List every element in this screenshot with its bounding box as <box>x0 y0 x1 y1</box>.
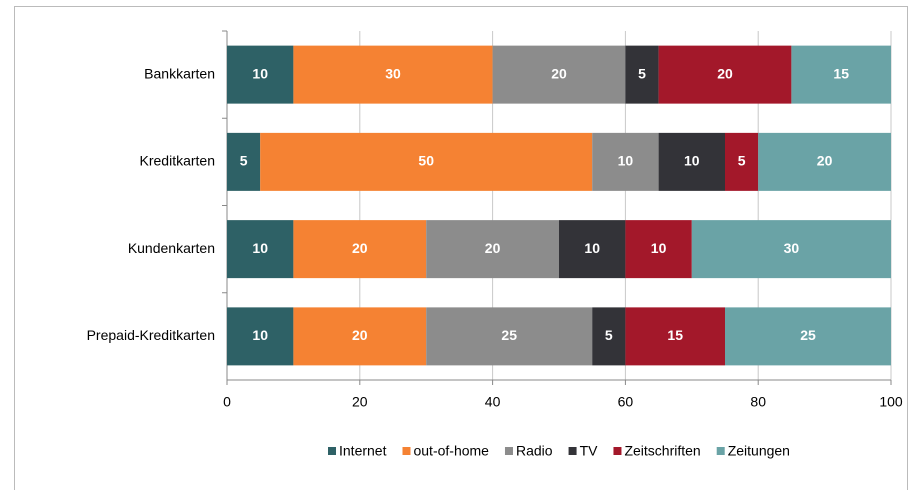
data-label: 10 <box>252 240 268 256</box>
data-label: 10 <box>252 65 268 81</box>
bar-segment <box>691 220 891 279</box>
data-label: 20 <box>717 65 733 81</box>
y-tick-label: Prepaid-Kreditkarten <box>87 327 215 343</box>
bar-segment <box>625 45 659 104</box>
legend-label: Internet <box>339 443 387 459</box>
data-label: 20 <box>551 65 567 81</box>
bar-segment <box>725 307 891 366</box>
legend-swatch <box>716 447 725 455</box>
bar-segment <box>592 132 659 191</box>
bar-segment <box>791 45 891 104</box>
data-label: 15 <box>667 327 683 343</box>
data-label: 5 <box>605 327 613 343</box>
bar-segment <box>492 45 626 104</box>
bar-segment <box>658 132 725 191</box>
bar-segment <box>227 307 294 366</box>
data-label: 50 <box>418 153 434 169</box>
data-label: 25 <box>501 327 517 343</box>
bar-segment <box>293 220 427 279</box>
bar-segment <box>426 220 559 279</box>
data-label: 10 <box>618 153 634 169</box>
data-label: 25 <box>800 327 816 343</box>
y-tick-label: Kreditkarten <box>140 153 215 169</box>
bar-segment <box>293 307 427 366</box>
data-label: 20 <box>352 327 368 343</box>
data-label: 10 <box>584 240 600 256</box>
legend-label: Zeitschriften <box>624 443 700 459</box>
bar-segment <box>725 132 759 191</box>
chart-frame <box>14 6 908 490</box>
bar-segment <box>625 220 692 279</box>
bar-segment <box>658 45 792 104</box>
data-label: 10 <box>684 153 700 169</box>
legend-swatch <box>504 447 513 455</box>
legend-swatch <box>613 447 622 455</box>
legend-swatch <box>568 447 577 455</box>
bar-segment <box>227 220 294 279</box>
data-label: 20 <box>817 153 833 169</box>
data-label: 20 <box>352 240 368 256</box>
bar-segment <box>592 307 626 366</box>
legend-label: Radio <box>516 443 553 459</box>
bar-segment <box>559 220 626 279</box>
y-tick-label: Kundenkarten <box>128 240 215 256</box>
bar-segment <box>227 45 294 104</box>
x-tick-label: 100 <box>879 394 903 410</box>
data-label: 5 <box>738 153 746 169</box>
data-label: 10 <box>252 327 268 343</box>
legend-label: TV <box>580 443 599 459</box>
bar-segment <box>227 132 261 191</box>
legend-label: out-of-home <box>413 443 489 459</box>
bar-segment <box>293 45 493 104</box>
data-label: 10 <box>651 240 667 256</box>
legend-swatch <box>328 447 337 455</box>
x-tick-label: 40 <box>485 394 501 410</box>
data-label: 5 <box>240 153 248 169</box>
y-tick-label: Bankkarten <box>144 65 215 81</box>
x-tick-label: 60 <box>618 394 634 410</box>
legend-swatch <box>402 447 411 455</box>
data-label: 30 <box>784 240 800 256</box>
legend-label: Zeitungen <box>728 443 790 459</box>
bar-segment <box>625 307 725 366</box>
data-label: 15 <box>833 65 849 81</box>
data-label: 20 <box>485 240 501 256</box>
bar-segment <box>758 132 891 191</box>
x-tick-label: 20 <box>352 394 368 410</box>
data-label: 30 <box>385 65 401 81</box>
bar-segment <box>260 132 593 191</box>
data-label: 5 <box>638 65 646 81</box>
x-tick-label: 0 <box>223 394 231 410</box>
x-tick-label: 80 <box>750 394 766 410</box>
bar-segment <box>426 307 593 366</box>
